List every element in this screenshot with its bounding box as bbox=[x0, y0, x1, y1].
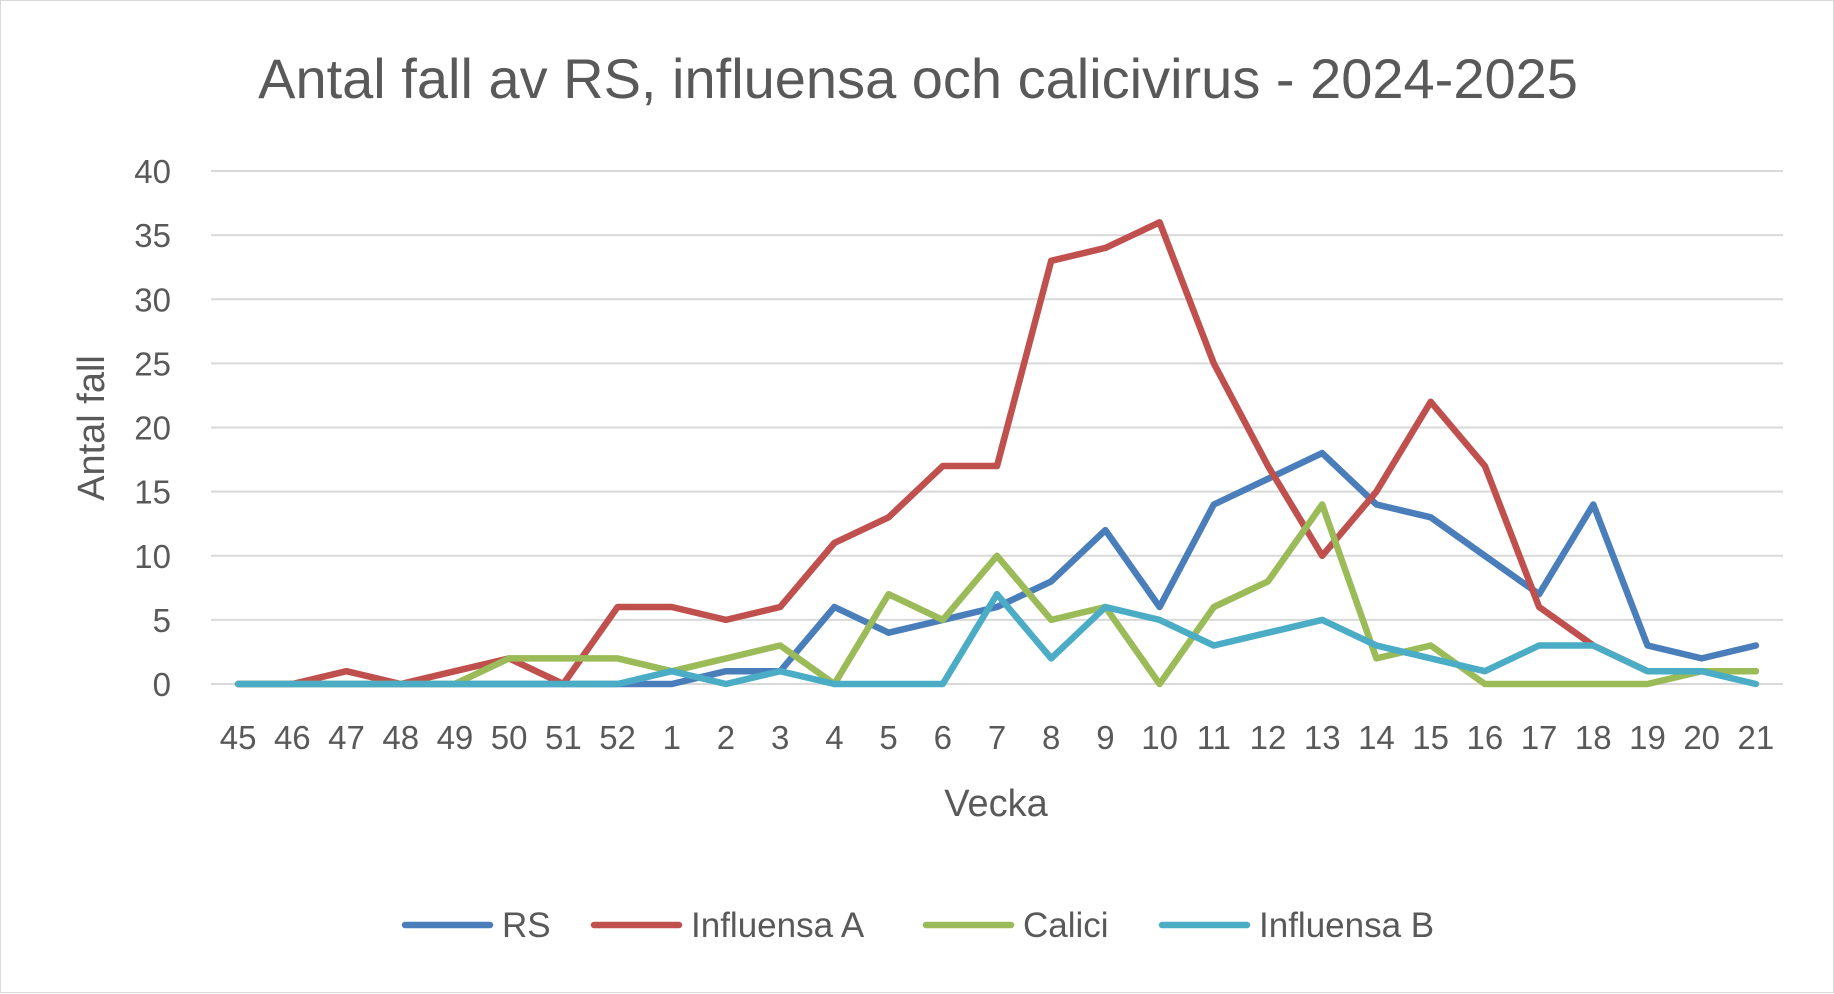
x-tick-label: 17 bbox=[1521, 719, 1558, 756]
y-tick-label: 0 bbox=[153, 666, 171, 703]
series-line-influensa-b bbox=[234, 590, 1760, 688]
x-tick-label: 21 bbox=[1738, 719, 1775, 756]
x-tick-label: 8 bbox=[1042, 719, 1060, 756]
x-tick-label: 50 bbox=[491, 719, 528, 756]
gridlines bbox=[211, 170, 1783, 685]
y-tick-label: 25 bbox=[134, 345, 171, 382]
x-tick-label: 51 bbox=[545, 719, 582, 756]
x-tick-label: 12 bbox=[1250, 719, 1287, 756]
y-axis-ticks: 0 5 10 15 20 25 30 35 40 bbox=[134, 153, 171, 703]
x-tick-label: 3 bbox=[771, 719, 789, 756]
x-tick-label: 11 bbox=[1197, 719, 1231, 756]
y-tick-label: 30 bbox=[134, 281, 171, 318]
legend: RS Influensa A Calici Influensa B bbox=[401, 906, 1434, 945]
y-tick-label: 35 bbox=[134, 217, 171, 254]
series-lines bbox=[234, 219, 1760, 688]
x-tick-label: 2 bbox=[717, 719, 735, 756]
legend-label-influensa-a: Influensa A bbox=[691, 906, 865, 945]
y-tick-label: 5 bbox=[153, 602, 171, 639]
legend-label-calici: Calici bbox=[1023, 906, 1109, 945]
x-tick-label: 13 bbox=[1304, 719, 1341, 756]
x-tick-label: 46 bbox=[274, 719, 311, 756]
x-tick-label: 20 bbox=[1683, 719, 1720, 756]
series-line-influensa-a bbox=[234, 219, 1760, 688]
x-tick-label: 45 bbox=[220, 719, 257, 756]
x-tick-label: 6 bbox=[934, 719, 952, 756]
y-tick-label: 40 bbox=[134, 153, 171, 190]
x-tick-label: 47 bbox=[328, 719, 365, 756]
x-tick-label: 10 bbox=[1141, 719, 1178, 756]
x-tick-label: 52 bbox=[599, 719, 636, 756]
x-tick-label: 48 bbox=[382, 719, 419, 756]
x-tick-label: 15 bbox=[1412, 719, 1449, 756]
y-tick-label: 15 bbox=[134, 474, 171, 511]
x-axis-label: Vecka bbox=[944, 783, 1048, 825]
legend-label-rs: RS bbox=[502, 906, 551, 945]
y-axis-label: Antal fall bbox=[71, 355, 113, 501]
legend-label-influensa-b: Influensa B bbox=[1259, 906, 1434, 945]
series-line-calici bbox=[234, 501, 1760, 688]
y-tick-label: 10 bbox=[134, 538, 171, 575]
x-tick-label: 49 bbox=[437, 719, 474, 756]
x-tick-label: 16 bbox=[1467, 719, 1504, 756]
x-tick-label: 7 bbox=[988, 719, 1006, 756]
x-tick-label: 18 bbox=[1575, 719, 1612, 756]
x-tick-label: 19 bbox=[1629, 719, 1666, 756]
chart-title: Antal fall av RS, influensa och calicivi… bbox=[258, 47, 1578, 110]
x-tick-label: 1 bbox=[663, 719, 681, 756]
y-tick-label: 20 bbox=[134, 410, 171, 447]
x-tick-label: 9 bbox=[1096, 719, 1114, 756]
x-axis-ticks: 45 46 47 48 49 50 51 52 1 2 3 4 5 6 7 8 9 10 11 12 13 14 15 16 1… bbox=[220, 719, 1775, 756]
x-tick-label: 4 bbox=[825, 719, 843, 756]
x-tick-label: 5 bbox=[879, 719, 897, 756]
x-tick-label: 14 bbox=[1358, 719, 1395, 756]
